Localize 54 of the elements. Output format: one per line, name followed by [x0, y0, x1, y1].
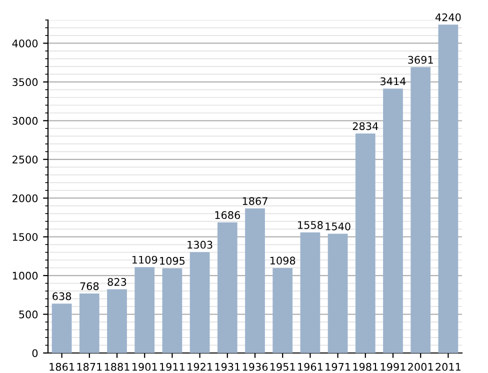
data-label: 1558 [298, 221, 323, 229]
x-tick-label: 1971 [326, 362, 350, 371]
data-label: 3691 [408, 56, 433, 64]
y-tick-label: 3500 [12, 78, 38, 86]
bar [328, 234, 348, 353]
bar [162, 268, 182, 353]
data-label: 823 [108, 278, 126, 286]
x-tick-label: 1921 [188, 362, 212, 371]
x-tick-label: 1991 [380, 362, 406, 371]
bar [52, 304, 72, 353]
x-tick-label: 1961 [298, 362, 322, 371]
x-tick-label: 1931 [215, 362, 240, 371]
bar [79, 294, 100, 353]
x-tick-label: 1901 [132, 362, 157, 371]
y-tick-label: 2000 [12, 194, 38, 202]
data-label: 1867 [242, 197, 268, 206]
bar [107, 289, 127, 353]
y-tick-label: 4000 [12, 39, 38, 48]
x-tick-label: 1936 [242, 362, 268, 371]
x-tick-label: 1861 [50, 362, 74, 371]
bar [134, 267, 155, 353]
data-label: 1686 [215, 211, 240, 220]
bar [272, 268, 293, 353]
data-label: 638 [52, 292, 72, 300]
bar [245, 208, 265, 353]
data-label: 1095 [160, 256, 185, 265]
bar [355, 134, 376, 353]
y-tick-label: 500 [19, 310, 38, 318]
y-tick-label: 1000 [12, 272, 38, 280]
data-label: 1303 [188, 240, 212, 249]
data-label: 1540 [326, 222, 350, 230]
bar [383, 88, 403, 353]
x-tick-label: 1871 [77, 362, 102, 371]
y-tick-label: 3000 [12, 116, 38, 125]
data-label: 768 [80, 282, 99, 290]
data-label: 4240 [435, 13, 461, 22]
bar [217, 222, 238, 353]
data-label: 2834 [352, 122, 378, 130]
x-tick-label: 2001 [408, 362, 433, 371]
bar [410, 67, 431, 353]
y-tick-label: 1500 [12, 233, 38, 241]
y-tick-label: 2500 [12, 156, 38, 164]
x-tick-label: 1951 [270, 362, 295, 371]
x-tick-label: 2011 [436, 362, 460, 371]
bar [190, 252, 210, 353]
data-label: 3414 [380, 77, 406, 86]
bar [438, 24, 458, 353]
data-label: 1109 [132, 256, 158, 264]
y-tick-label: 0 [32, 349, 38, 358]
x-tick-label: 1981 [353, 362, 378, 371]
bar [300, 232, 320, 353]
x-tick-label: 1911 [160, 362, 184, 371]
data-label: 1098 [270, 256, 296, 265]
x-tick-label: 1881 [104, 362, 130, 371]
